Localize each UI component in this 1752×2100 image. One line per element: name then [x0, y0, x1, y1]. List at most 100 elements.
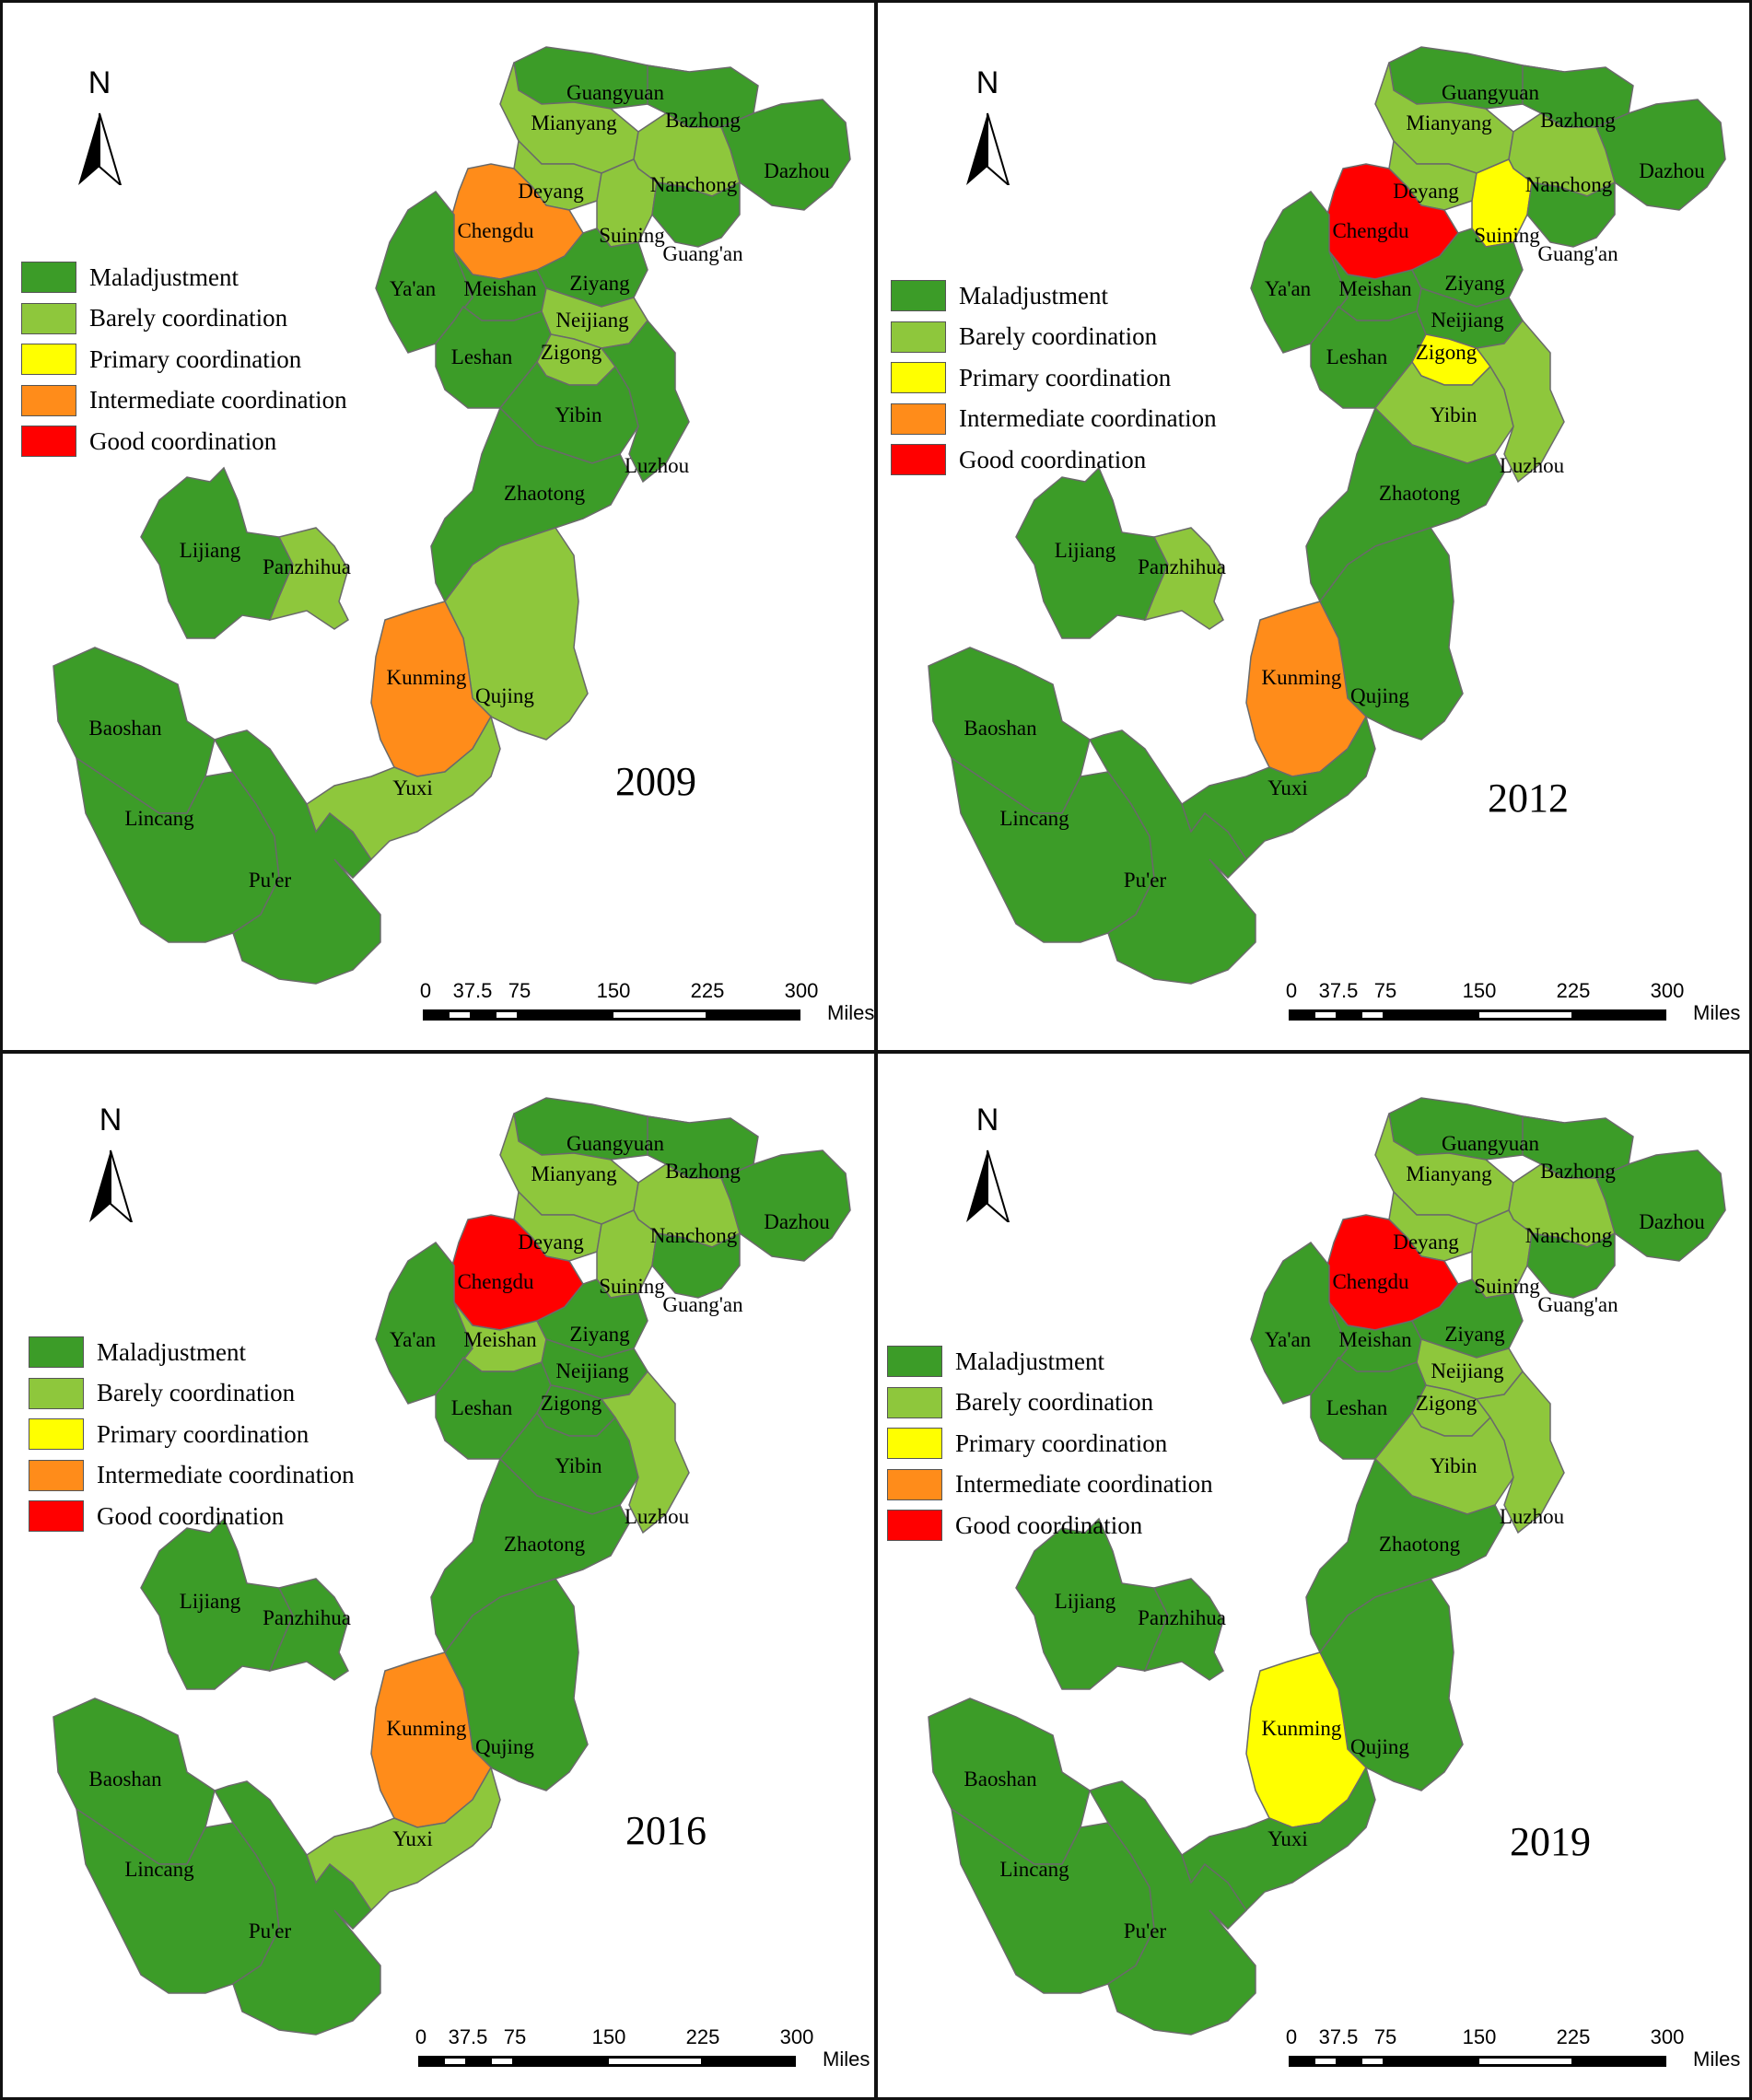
legend-item: Primary coordination — [21, 339, 347, 380]
scale-tick: 150 — [1462, 979, 1497, 1002]
legend-label: Maladjustment — [97, 1337, 246, 1366]
city-label: Dazhou — [764, 159, 830, 182]
scale-bar: 0 37.5 75 150 225 300 Miles — [419, 979, 874, 1044]
region-guangan — [1526, 1231, 1616, 1299]
city-label: Pu'er — [249, 1919, 292, 1942]
city-label: Lijiang — [1055, 539, 1116, 562]
city-label: Baoshan — [964, 717, 1037, 740]
legend-label: Primary coordination — [97, 1419, 310, 1448]
legend-swatch — [887, 1386, 942, 1418]
legend-swatch — [21, 384, 76, 416]
city-label: Zhaotong — [1379, 1533, 1461, 1556]
city-label: Bazhong — [1540, 1160, 1616, 1183]
legend-item: Good coordination — [21, 421, 347, 462]
scale-tick: 300 — [1650, 2025, 1685, 2048]
city-label: Guangyuan — [1442, 1132, 1540, 1155]
north-arrow: N — [67, 65, 132, 185]
city-label: Ya'an — [1265, 1328, 1312, 1351]
city-label: Yibin — [1430, 1454, 1478, 1477]
scale-tick: 75 — [1373, 979, 1397, 1002]
city-label: Zhaotong — [504, 482, 586, 505]
city-label: Leshan — [451, 1396, 513, 1419]
scale-units: Miles — [1693, 1001, 1741, 1024]
north-letter: N — [975, 65, 999, 100]
legend-item: Good coordination — [887, 1505, 1213, 1546]
city-label: Zhaotong — [504, 1533, 586, 1556]
city-label: Mianyang — [531, 111, 617, 134]
city-label: Kunming — [387, 666, 467, 689]
scale-tick: 225 — [685, 2025, 720, 2048]
scale-tick: 225 — [1556, 979, 1591, 1002]
region-luzhou — [1475, 319, 1565, 484]
legend-item: Primary coordination — [29, 1414, 355, 1455]
city-label: Panzhihua — [1138, 1606, 1226, 1629]
city-label: Baoshan — [964, 1768, 1037, 1791]
scale-bar: 0 37.5 75 150 225 300 Miles — [415, 2025, 870, 2090]
city-label: Yibin — [1430, 403, 1478, 426]
city-label: Suining — [599, 1275, 665, 1298]
city-label: Pu'er — [249, 869, 292, 892]
city-label: Leshan — [1326, 1396, 1388, 1419]
region-panzhihua — [268, 1578, 349, 1681]
scale-tick: 75 — [1373, 2025, 1397, 2048]
north-arrow-icon — [966, 112, 1010, 185]
legend-swatch — [29, 1418, 84, 1451]
city-label: Nanchong — [1525, 1224, 1613, 1247]
city-label: Bazhong — [1540, 109, 1616, 132]
scale-tick: 150 — [1462, 2025, 1497, 2048]
city-label: Lincang — [124, 807, 194, 830]
legend-item: Good coordination — [891, 439, 1217, 481]
legend-label: Primary coordination — [959, 363, 1172, 391]
legend-label: Maladjustment — [959, 281, 1108, 309]
city-label: Luzhou — [1500, 1505, 1565, 1528]
year-label: 2016 — [625, 1808, 707, 1853]
city-label: Ziyang — [569, 272, 630, 295]
city-label: Suining — [1474, 224, 1540, 247]
city-label: Chengdu — [457, 1270, 534, 1293]
city-label: Leshan — [1326, 345, 1388, 368]
city-label: Baoshan — [88, 717, 162, 740]
region-guangan — [651, 181, 741, 248]
legend-swatch — [891, 321, 946, 353]
legend-item: Intermediate coordination — [891, 399, 1217, 440]
scale-tick: 37.5 — [1318, 2025, 1359, 2048]
city-label: Guang'an — [662, 1293, 743, 1316]
city-label: Ziyang — [1444, 272, 1505, 295]
scale-tick: 37.5 — [1318, 979, 1359, 1002]
city-label: Chengdu — [457, 219, 534, 242]
legend-label: Good coordination — [955, 1511, 1143, 1539]
city-label: Leshan — [451, 345, 513, 368]
region-luzhou — [600, 319, 690, 484]
city-label: Neijiang — [555, 1359, 629, 1382]
city-label: Baoshan — [88, 1768, 162, 1791]
legend-item: Good coordination — [29, 1496, 355, 1537]
north-letter: N — [88, 65, 111, 100]
scale-tick: 0 — [419, 979, 432, 1002]
legend-label: Good coordination — [97, 1501, 285, 1530]
city-label: Ya'an — [390, 277, 437, 300]
city-label: Qujing — [1350, 684, 1409, 707]
city-label: Guang'an — [1537, 242, 1618, 265]
legend-swatch — [887, 1468, 942, 1500]
legend-swatch — [29, 1377, 84, 1409]
scale-units: Miles — [827, 1001, 875, 1024]
north-arrow: N — [955, 1102, 1020, 1222]
city-label: Chengdu — [1332, 219, 1409, 242]
legend-item: Maladjustment — [891, 275, 1217, 317]
legend-item: Barely coordination — [891, 317, 1217, 358]
city-label: Guang'an — [662, 242, 743, 265]
legend-swatch — [891, 402, 946, 435]
scale-bar-graphic — [423, 1009, 800, 1021]
scale-tick: 300 — [784, 979, 819, 1002]
city-label: Deyang — [1393, 180, 1459, 203]
map-panel-2009: Guangyuan Bazhong Dazhou Mianyang Nanchong De… — [0, 0, 877, 1053]
legend-label: Barely coordination — [97, 1379, 296, 1407]
legend-label: Maladjustment — [89, 262, 239, 291]
scale-tick: 150 — [591, 2025, 626, 2048]
north-letter: N — [99, 1102, 123, 1138]
legend-swatch — [891, 444, 946, 476]
north-arrow-icon — [89, 1149, 134, 1222]
region-puer — [1088, 1780, 1256, 2036]
region-puer — [213, 729, 381, 985]
scale-tick: 0 — [1285, 979, 1298, 1002]
